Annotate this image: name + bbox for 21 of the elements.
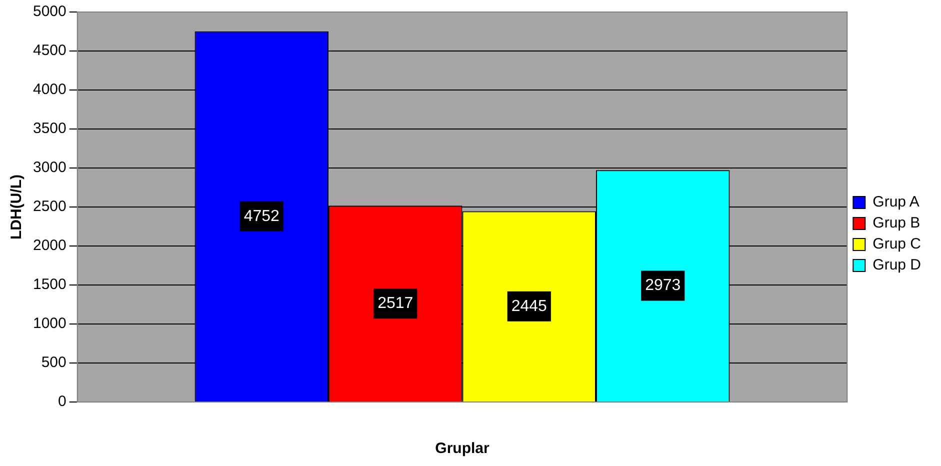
y-tick-label: 3500 [32,120,66,138]
y-axis-title: LDH(U/L) [8,174,26,240]
x-axis-title: Gruplar [435,440,490,458]
y-tick-label: 2000 [32,237,66,254]
y-tick-label: 3000 [32,159,66,176]
legend-label: Grup A [872,194,920,211]
y-tick-label: 4500 [32,42,66,60]
y-tick-label: 2500 [32,198,66,216]
y-tick-label: 1500 [32,276,66,294]
data-label: 2973 [645,277,681,294]
y-tick-label: 4000 [32,81,66,98]
y-tick-label: 5000 [32,3,66,20]
data-label: 2517 [378,294,414,312]
data-label: 4752 [244,208,280,225]
legend-label: Grup B [872,214,920,232]
y-tick-label: 0 [58,393,66,410]
legend-label: Grup D [872,256,922,274]
y-tick-label: 500 [41,354,66,372]
data-label: 2445 [511,298,548,315]
legend-label: Grup C [872,236,922,253]
y-tick-label: 1000 [32,315,66,332]
